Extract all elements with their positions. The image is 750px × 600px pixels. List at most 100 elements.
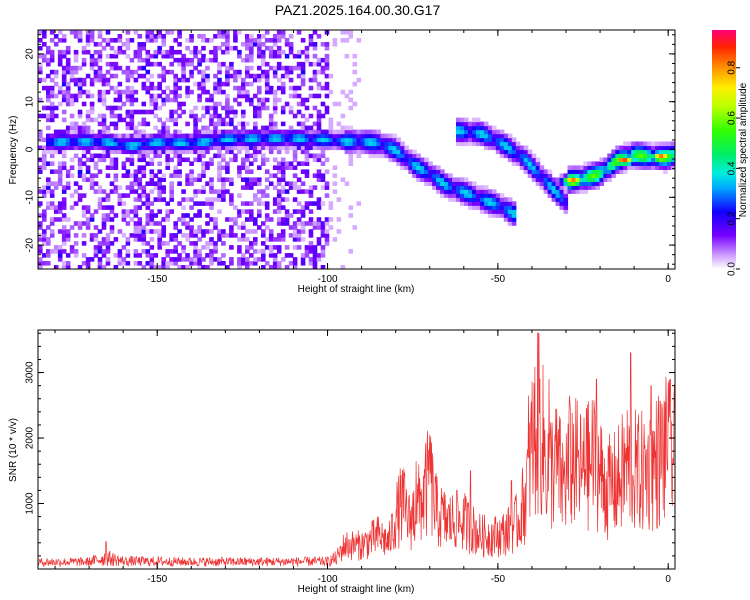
heat-cell — [316, 57, 322, 63]
heat-cell — [515, 141, 521, 147]
heat-cell — [161, 89, 166, 95]
heat-cell — [101, 125, 107, 131]
heat-cell — [157, 161, 162, 166]
heat-cell — [229, 233, 234, 238]
heat-cell — [85, 129, 91, 135]
heat-cell — [153, 125, 159, 131]
heat-cell — [209, 217, 214, 222]
heat-cell — [352, 101, 358, 107]
heat-cell — [261, 129, 266, 135]
heat-cell — [69, 141, 75, 147]
heat-cell — [137, 141, 143, 147]
heat-cell — [245, 237, 250, 242]
heat-cell — [280, 217, 286, 222]
heat-cell — [388, 141, 393, 147]
heat-cell — [149, 261, 155, 266]
heat-cell — [105, 237, 111, 242]
heat-cell — [257, 189, 262, 194]
heat-cell — [81, 125, 87, 131]
heat-cell — [177, 145, 182, 151]
heat-cell — [145, 30, 151, 35]
heat-cell — [42, 229, 47, 234]
heat-cell — [245, 201, 250, 206]
heat-cell — [229, 201, 234, 206]
heat-cell — [300, 261, 306, 266]
heat-cell — [579, 185, 584, 190]
heat-cell — [93, 173, 99, 178]
heat-cell — [193, 145, 198, 151]
heat-cell — [193, 133, 198, 139]
heat-cell — [201, 173, 206, 178]
heat-cell — [623, 149, 628, 155]
heat-cell — [368, 149, 373, 155]
heat-cell — [308, 245, 314, 250]
heat-cell — [125, 253, 131, 258]
heat-cell — [308, 189, 314, 194]
heat-cell — [249, 177, 254, 182]
heat-cell — [579, 165, 584, 170]
heat-cell — [615, 157, 620, 163]
heat-cell — [38, 145, 43, 151]
heat-cell — [42, 253, 47, 258]
heat-cell — [209, 253, 214, 258]
heat-cell — [551, 185, 557, 190]
heat-cell — [145, 249, 151, 254]
heat-cell — [261, 133, 266, 139]
heat-cell — [261, 157, 266, 163]
heat-cell — [57, 129, 63, 135]
heat-cell — [97, 261, 103, 266]
heat-cell — [464, 193, 469, 198]
heat-cell — [527, 149, 533, 155]
heat-cell — [276, 189, 282, 194]
heat-cell — [468, 193, 473, 198]
heat-cell — [129, 117, 135, 123]
heat-cell — [73, 133, 79, 139]
heat-cell — [185, 61, 190, 67]
heat-cell — [527, 153, 533, 159]
heat-cell — [396, 141, 401, 147]
heat-cell — [324, 229, 330, 234]
heat-cell — [221, 117, 226, 123]
heat-cell — [245, 217, 250, 222]
heat-cell — [448, 181, 453, 186]
heat-cell — [627, 149, 632, 155]
heat-cell — [46, 61, 51, 67]
heat-cell — [125, 125, 131, 131]
heat-cell — [312, 253, 318, 258]
heat-cell — [38, 53, 43, 59]
heat-cell — [280, 237, 286, 242]
heat-cell — [428, 161, 433, 166]
heat-cell — [272, 69, 278, 75]
heat-cell — [348, 97, 354, 103]
heat-cell — [201, 169, 206, 174]
heat-cell — [249, 38, 254, 43]
heat-cell — [69, 205, 75, 210]
heat-cell — [487, 213, 493, 218]
heat-cell — [372, 141, 377, 147]
heat-cell — [189, 205, 194, 210]
y-tick-label: 3000 — [25, 361, 36, 384]
heat-cell — [245, 93, 250, 99]
heat-cell — [432, 181, 437, 186]
heat-cell — [288, 133, 294, 139]
heat-cell — [133, 173, 139, 178]
heat-cell — [181, 257, 186, 262]
heat-cell — [245, 97, 250, 103]
heat-cell — [117, 257, 123, 262]
heat-cell — [523, 145, 529, 151]
heat-cell — [189, 133, 194, 139]
heat-cell — [69, 73, 75, 79]
heat-cell — [233, 145, 238, 151]
heat-cell — [631, 165, 636, 170]
heat-cell — [651, 145, 656, 151]
heat-cell — [245, 245, 250, 250]
heat-cell — [193, 125, 198, 131]
heat-cell — [579, 189, 584, 194]
heat-cell — [257, 141, 262, 147]
heat-cell — [141, 137, 147, 143]
heat-cell — [316, 177, 322, 182]
heat-cell — [292, 157, 298, 163]
heat-cell — [316, 69, 322, 75]
heat-cell — [73, 129, 79, 135]
heat-cell — [603, 177, 608, 182]
